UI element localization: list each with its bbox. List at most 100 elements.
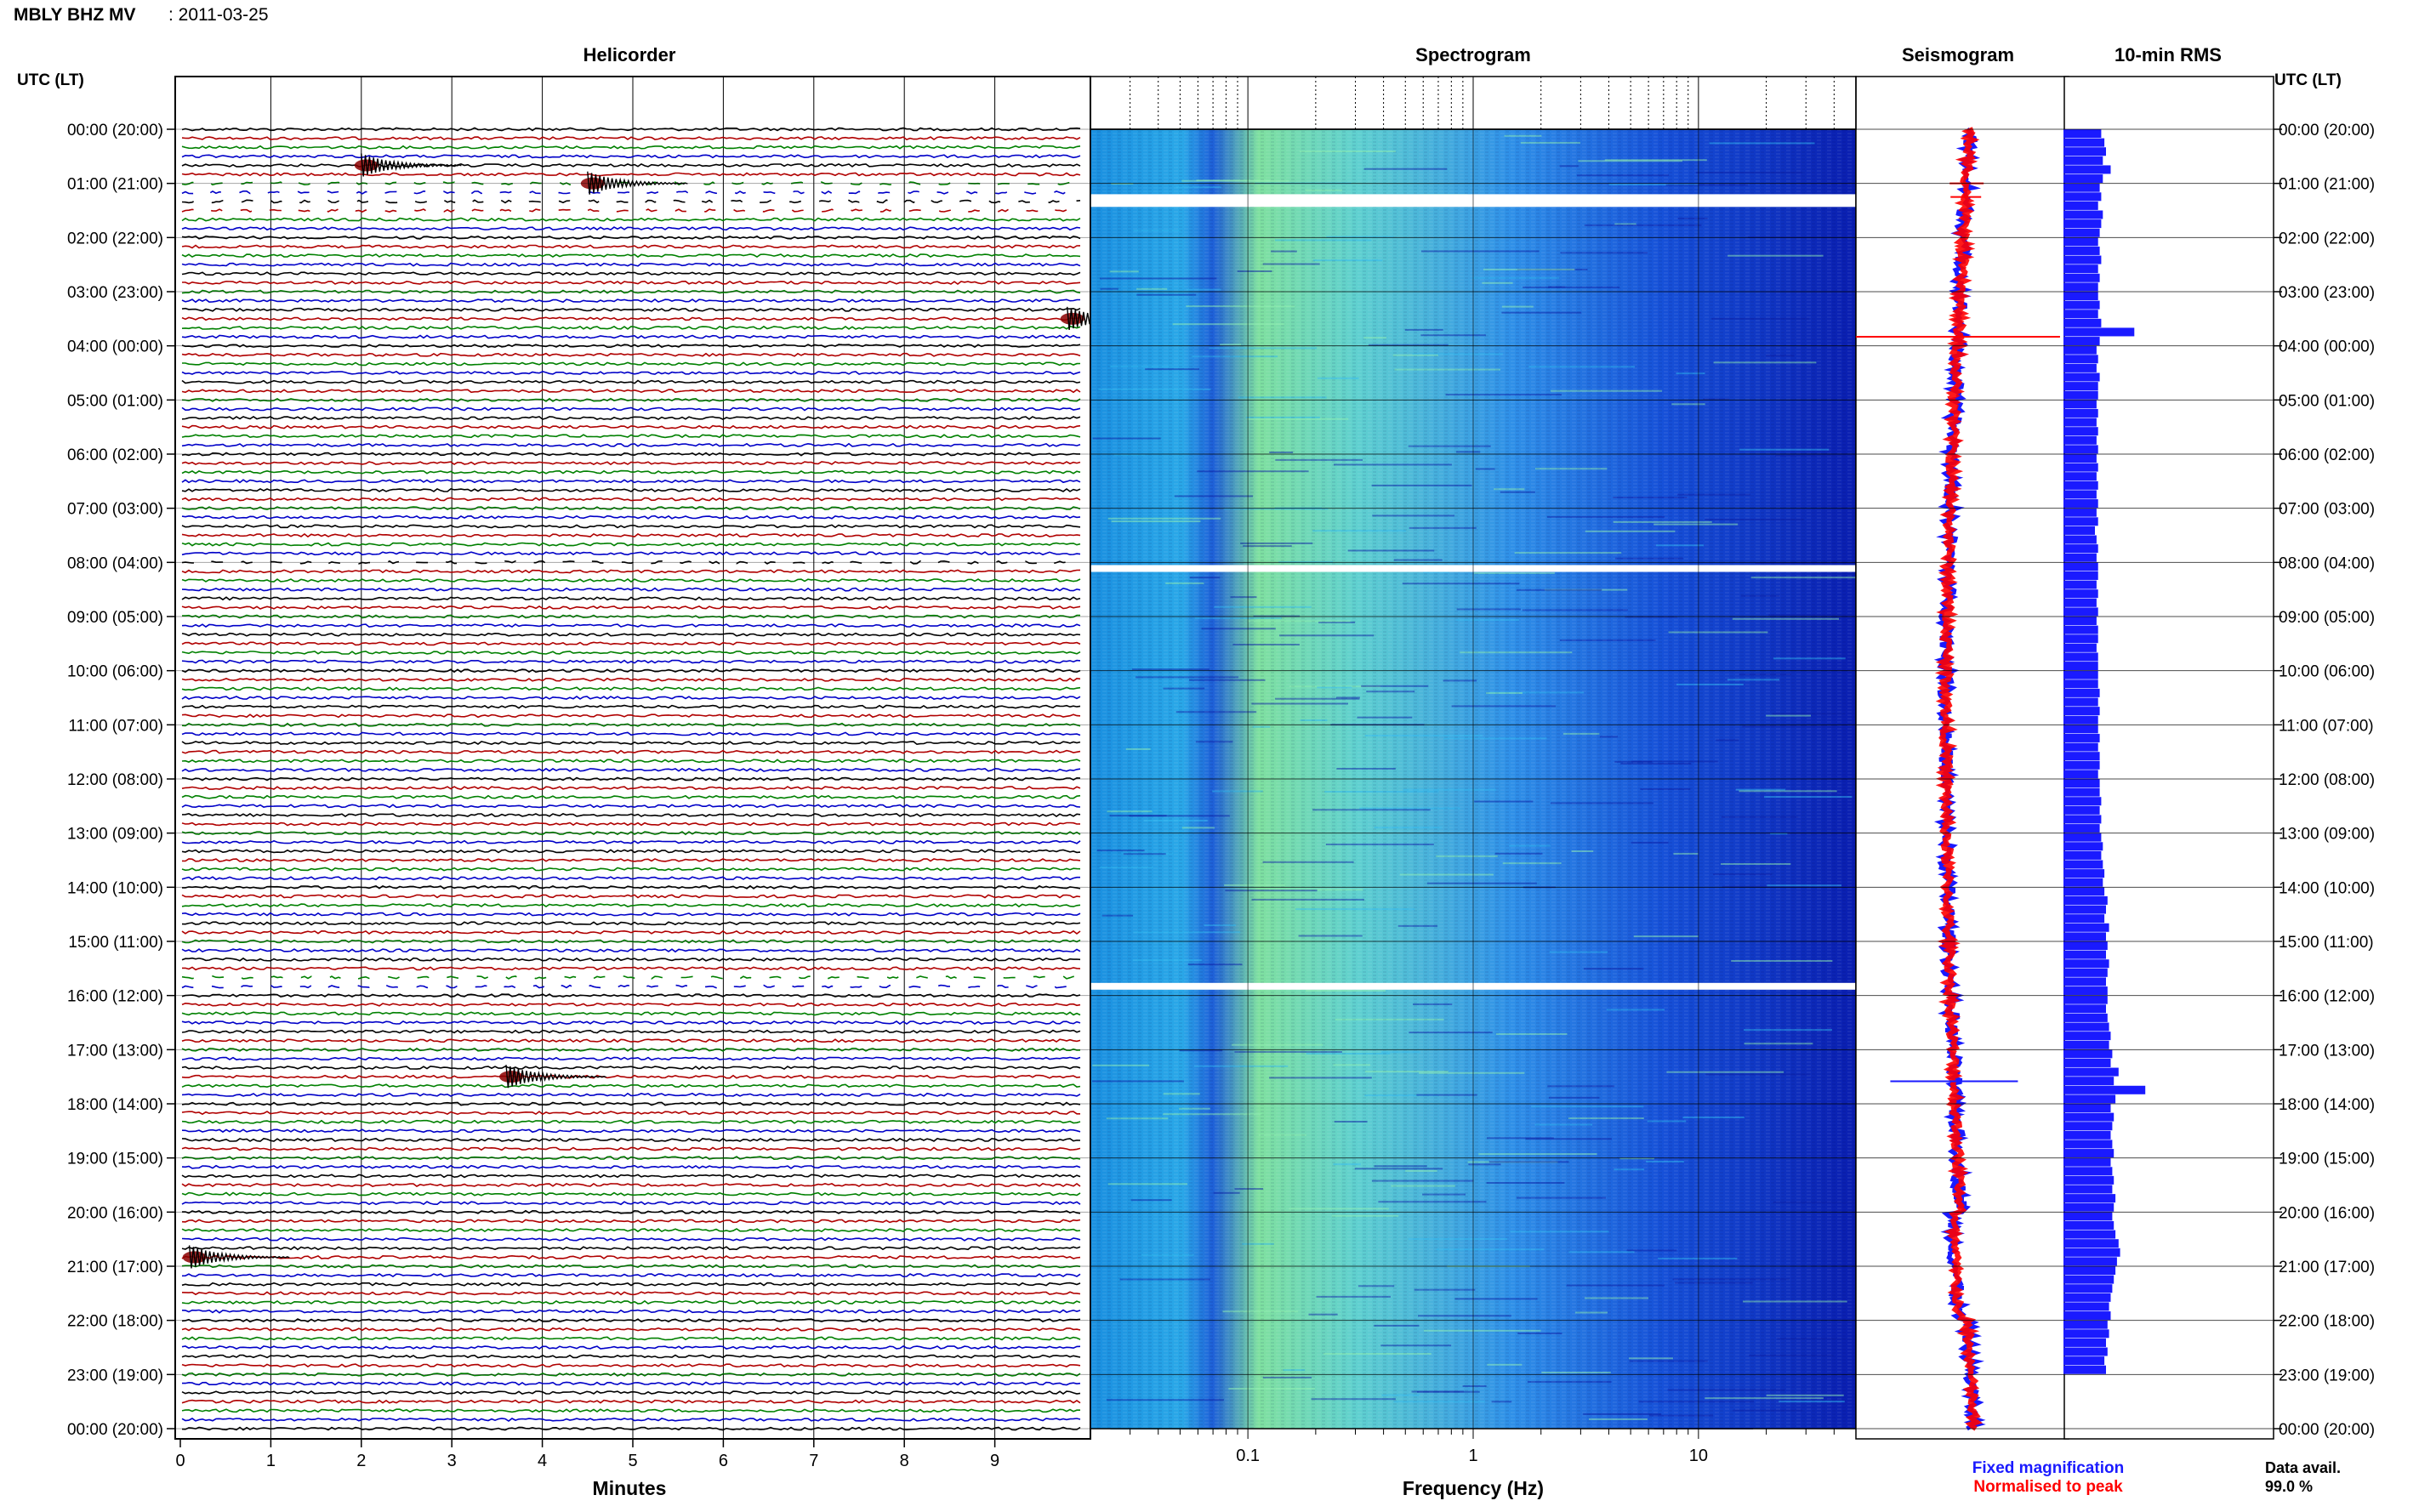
rms-bar <box>2063 1329 2109 1339</box>
helicorder-trace <box>181 469 1081 475</box>
helicorder-trace <box>181 244 1081 249</box>
rms-title: 10-min RMS <box>2114 44 2222 65</box>
rms-bar <box>2063 382 2098 391</box>
helicorder-trace <box>181 181 1081 186</box>
rms-bar <box>2063 805 2100 815</box>
helicorder-trace <box>181 839 1081 844</box>
rms-bar <box>2063 607 2098 617</box>
rms-bar <box>2063 1032 2111 1041</box>
helicorder-trace <box>181 524 1081 529</box>
helicorder-trace <box>182 884 1081 890</box>
helicorder-panel <box>174 76 1168 1440</box>
minute-ticks: 0 1 2 3 4 5 6 7 8 9 <box>175 1439 999 1470</box>
helicorder-trace <box>181 1209 1081 1214</box>
helicorder-trace <box>181 1282 1081 1287</box>
left-hour-label: 05:00 (01:00) <box>67 392 163 410</box>
helicorder-trace <box>181 136 1081 141</box>
helicorder-trace <box>181 397 1081 402</box>
rms-bar <box>2063 1230 2116 1239</box>
helicorder-trace <box>181 1336 1081 1341</box>
rms-bar <box>2063 1266 2116 1276</box>
seismogram-panel <box>1855 76 2069 1440</box>
helicorder-trace <box>181 1174 1081 1179</box>
helicorder-trace <box>181 1344 1081 1350</box>
frequency-tick-label: 0.1 <box>1236 1447 1260 1465</box>
right-time-axis-title: UTC (LT) <box>2274 71 2342 89</box>
rms-bar <box>2063 1049 2113 1059</box>
rms-bar <box>2063 887 2105 896</box>
left-hour-label: 14:00 (10:00) <box>67 879 163 897</box>
helicorder-title: Helicorder <box>583 44 676 65</box>
helicorder-trace <box>181 1011 1081 1016</box>
legend-normalised-to-peak: Normalised to peak <box>1973 1478 2123 1496</box>
rms-bar <box>2063 617 2097 626</box>
left-hour-label: 15:00 (11:00) <box>68 934 163 952</box>
minute-tick-label: 1 <box>266 1452 276 1470</box>
rms-bar <box>2063 183 2100 192</box>
helicorder-trace <box>181 1101 1081 1106</box>
helicorder-trace <box>181 190 1081 195</box>
rms-bar <box>2063 598 2097 607</box>
helicorder-trace <box>181 217 1081 222</box>
rms-bar <box>2063 787 2100 797</box>
rms-bar <box>2063 544 2098 554</box>
left-hour-label: 22:00 (18:00) <box>67 1313 163 1331</box>
left-hour-label: 01:00 (21:00) <box>67 176 163 194</box>
helicorder-trace <box>181 1390 1081 1395</box>
right-hour-label: 03:00 (23:00) <box>2279 284 2375 302</box>
helicorder-trace <box>181 858 1081 863</box>
helicorder-trace <box>181 596 1081 601</box>
rms-bar <box>2063 1130 2111 1140</box>
helicorder-trace <box>181 1236 1081 1242</box>
helicorder-trace <box>182 614 1080 619</box>
rms-bar <box>2063 147 2106 156</box>
rms-panel <box>2063 76 2274 1440</box>
rms-bar <box>2063 562 2098 571</box>
rms-bar <box>2063 1212 2113 1221</box>
seismogram-title: Seismogram <box>1902 44 2014 65</box>
rms-bar <box>2063 1248 2120 1257</box>
rms-bar <box>2063 1094 2116 1104</box>
rms-bar <box>2063 977 2106 986</box>
rms-bar <box>2063 797 2102 806</box>
rms-bar <box>2063 670 2098 679</box>
helicorder-trace <box>181 1399 1081 1404</box>
rms-bar <box>2063 589 2098 599</box>
rms-bar <box>2063 427 2098 436</box>
helicorder-trace <box>181 894 1081 899</box>
rms-bar <box>2063 418 2097 427</box>
rms-bar <box>2063 968 2108 977</box>
rms-bar <box>2063 517 2098 526</box>
minute-tick-label: 0 <box>175 1452 185 1470</box>
helicorder-trace <box>181 1408 1080 1413</box>
right-hour-label: 01:00 (21:00) <box>2279 176 2375 194</box>
rms-bar <box>2063 941 2108 951</box>
helicorder-trace <box>181 659 1081 664</box>
helicorder-trace <box>182 280 1081 285</box>
right-hour-label: 20:00 (16:00) <box>2279 1204 2375 1222</box>
rms-bar <box>2063 435 2097 445</box>
helicorder-trace <box>181 975 1081 980</box>
helicorder-trace <box>181 162 1081 168</box>
helicorder-trace <box>181 1137 1081 1142</box>
rms-bar <box>2063 923 2109 932</box>
helicorder-trace <box>181 199 1081 204</box>
helicorder-trace <box>181 1156 1081 1161</box>
helicorder-trace <box>181 921 1081 926</box>
helicorder-trace <box>181 767 1081 772</box>
right-hour-label: 16:00 (12:00) <box>2279 988 2375 1006</box>
helicorder-trace <box>181 334 1081 339</box>
station-label: MBLY BHZ MV <box>14 5 136 25</box>
right-hour-label: 07:00 (03:00) <box>2279 501 2375 519</box>
rms-bar <box>2063 1022 2109 1032</box>
helicorder-trace <box>181 1426 1081 1431</box>
rms-bar <box>2063 770 2098 779</box>
right-hour-label: 21:00 (17:00) <box>2279 1259 2375 1276</box>
rms-bar <box>2063 1085 2146 1094</box>
rms-bar <box>2063 219 2102 229</box>
helicorder-trace <box>181 605 1081 610</box>
helicorder-trace <box>181 352 1081 357</box>
right-hour-label: 17:00 (13:00) <box>2279 1042 2375 1060</box>
minutes-axis-label: Minutes <box>593 1477 667 1499</box>
